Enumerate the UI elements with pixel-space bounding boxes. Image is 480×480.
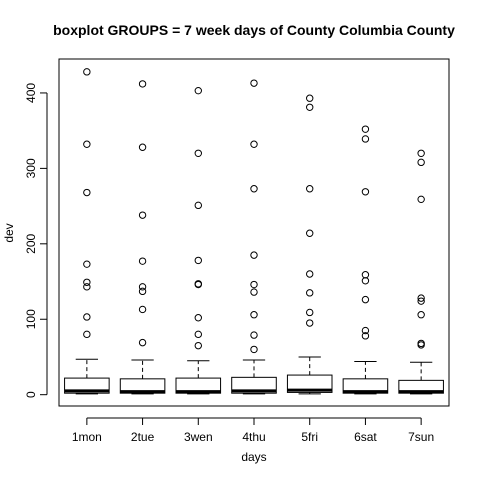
outlier-point — [306, 103, 314, 111]
outlier-point — [417, 158, 425, 167]
outlier-point — [83, 313, 91, 321]
iqr-box — [286, 374, 333, 393]
outlier-point — [138, 143, 147, 151]
outlier-point — [361, 326, 370, 335]
outlier-point — [138, 283, 147, 291]
plot-frame — [58, 58, 450, 407]
x-tick-label: 5fri — [301, 430, 318, 444]
iqr-box — [231, 376, 277, 394]
outlier-point — [306, 229, 314, 237]
y-axis-label: dev — [2, 223, 16, 242]
outlier-point — [83, 330, 91, 339]
x-tick-label: 1mon — [72, 430, 102, 444]
x-axis-label: days — [241, 450, 266, 464]
outlier-point — [83, 278, 91, 286]
outlier-point — [306, 289, 314, 297]
outlier-point — [194, 341, 202, 350]
outlier-point — [306, 308, 314, 317]
iqr-box — [175, 377, 222, 394]
outlier-point — [83, 68, 91, 76]
y-tick-label: 100 — [24, 309, 38, 329]
outlier-point — [361, 188, 370, 196]
outlier-point — [250, 140, 258, 148]
iqr-box — [64, 377, 110, 394]
outlier-point — [83, 283, 91, 291]
outlier-point — [194, 314, 202, 322]
outlier-point — [138, 80, 147, 88]
outlier-point — [194, 201, 202, 210]
outlier-point — [361, 271, 370, 279]
iqr-box — [342, 378, 389, 394]
outlier-point — [417, 297, 425, 305]
outlier-point — [138, 257, 147, 265]
x-tick-label: 7sun — [408, 430, 434, 444]
y-tick-label: 300 — [24, 158, 38, 178]
outlier-point — [306, 270, 314, 278]
outlier-point — [361, 135, 370, 143]
outlier-point — [250, 280, 258, 289]
box-4thu — [231, 79, 277, 395]
outlier-point — [250, 288, 258, 296]
box-7sun — [398, 149, 444, 395]
outlier-point — [417, 149, 425, 157]
outlier-point — [250, 345, 258, 354]
outlier-point — [361, 277, 370, 285]
outlier-point — [417, 195, 425, 204]
outlier-point — [138, 338, 147, 347]
box-5fri — [286, 94, 333, 395]
outlier-point — [194, 280, 202, 289]
iqr-box — [398, 379, 444, 394]
outlier-point — [417, 341, 425, 349]
x-tick-label: 4thu — [242, 430, 265, 444]
outlier-point — [83, 260, 91, 268]
outlier-point — [361, 295, 370, 304]
x-tick-label: 6sat — [354, 430, 377, 444]
y-tick-label: 0 — [24, 391, 38, 398]
box-1mon — [64, 68, 110, 395]
box-3wen — [175, 86, 222, 395]
outlier-point — [194, 256, 202, 265]
iqr-box — [119, 378, 166, 394]
outlier-point — [250, 185, 258, 193]
outlier-point — [250, 251, 258, 259]
outlier-point — [138, 211, 147, 219]
y-tick-label: 400 — [24, 83, 38, 103]
outlier-point — [250, 79, 258, 87]
outlier-point — [306, 319, 314, 327]
outlier-point — [83, 140, 91, 148]
x-tick-label: 3wen — [184, 430, 213, 444]
outlier-point — [194, 330, 202, 339]
outlier-point — [250, 311, 258, 319]
outlier-point — [306, 94, 314, 102]
outlier-point — [138, 305, 147, 314]
outlier-point — [417, 294, 425, 302]
outlier-point — [306, 185, 314, 193]
outlier-point — [250, 331, 258, 339]
outlier-point — [83, 188, 91, 197]
box-2tue — [119, 80, 166, 395]
outlier-point — [138, 287, 147, 296]
outlier-point — [361, 332, 370, 340]
outlier-point — [194, 149, 202, 157]
x-tick-label: 2tue — [131, 430, 155, 444]
box-6sat — [342, 125, 389, 395]
chart-title: boxplot GROUPS = 7 week days of County C… — [53, 22, 455, 38]
boxes-group — [64, 68, 444, 395]
outlier-point — [417, 311, 425, 319]
outlier-point — [361, 125, 370, 133]
y-tick-label: 200 — [24, 233, 38, 253]
y-axis: 0 100 200 300 400 — [24, 83, 48, 398]
x-axis: 1mon 2tue 3wen 4thu 5fri 6sat 7sun — [72, 417, 434, 444]
outlier-point — [194, 86, 202, 95]
